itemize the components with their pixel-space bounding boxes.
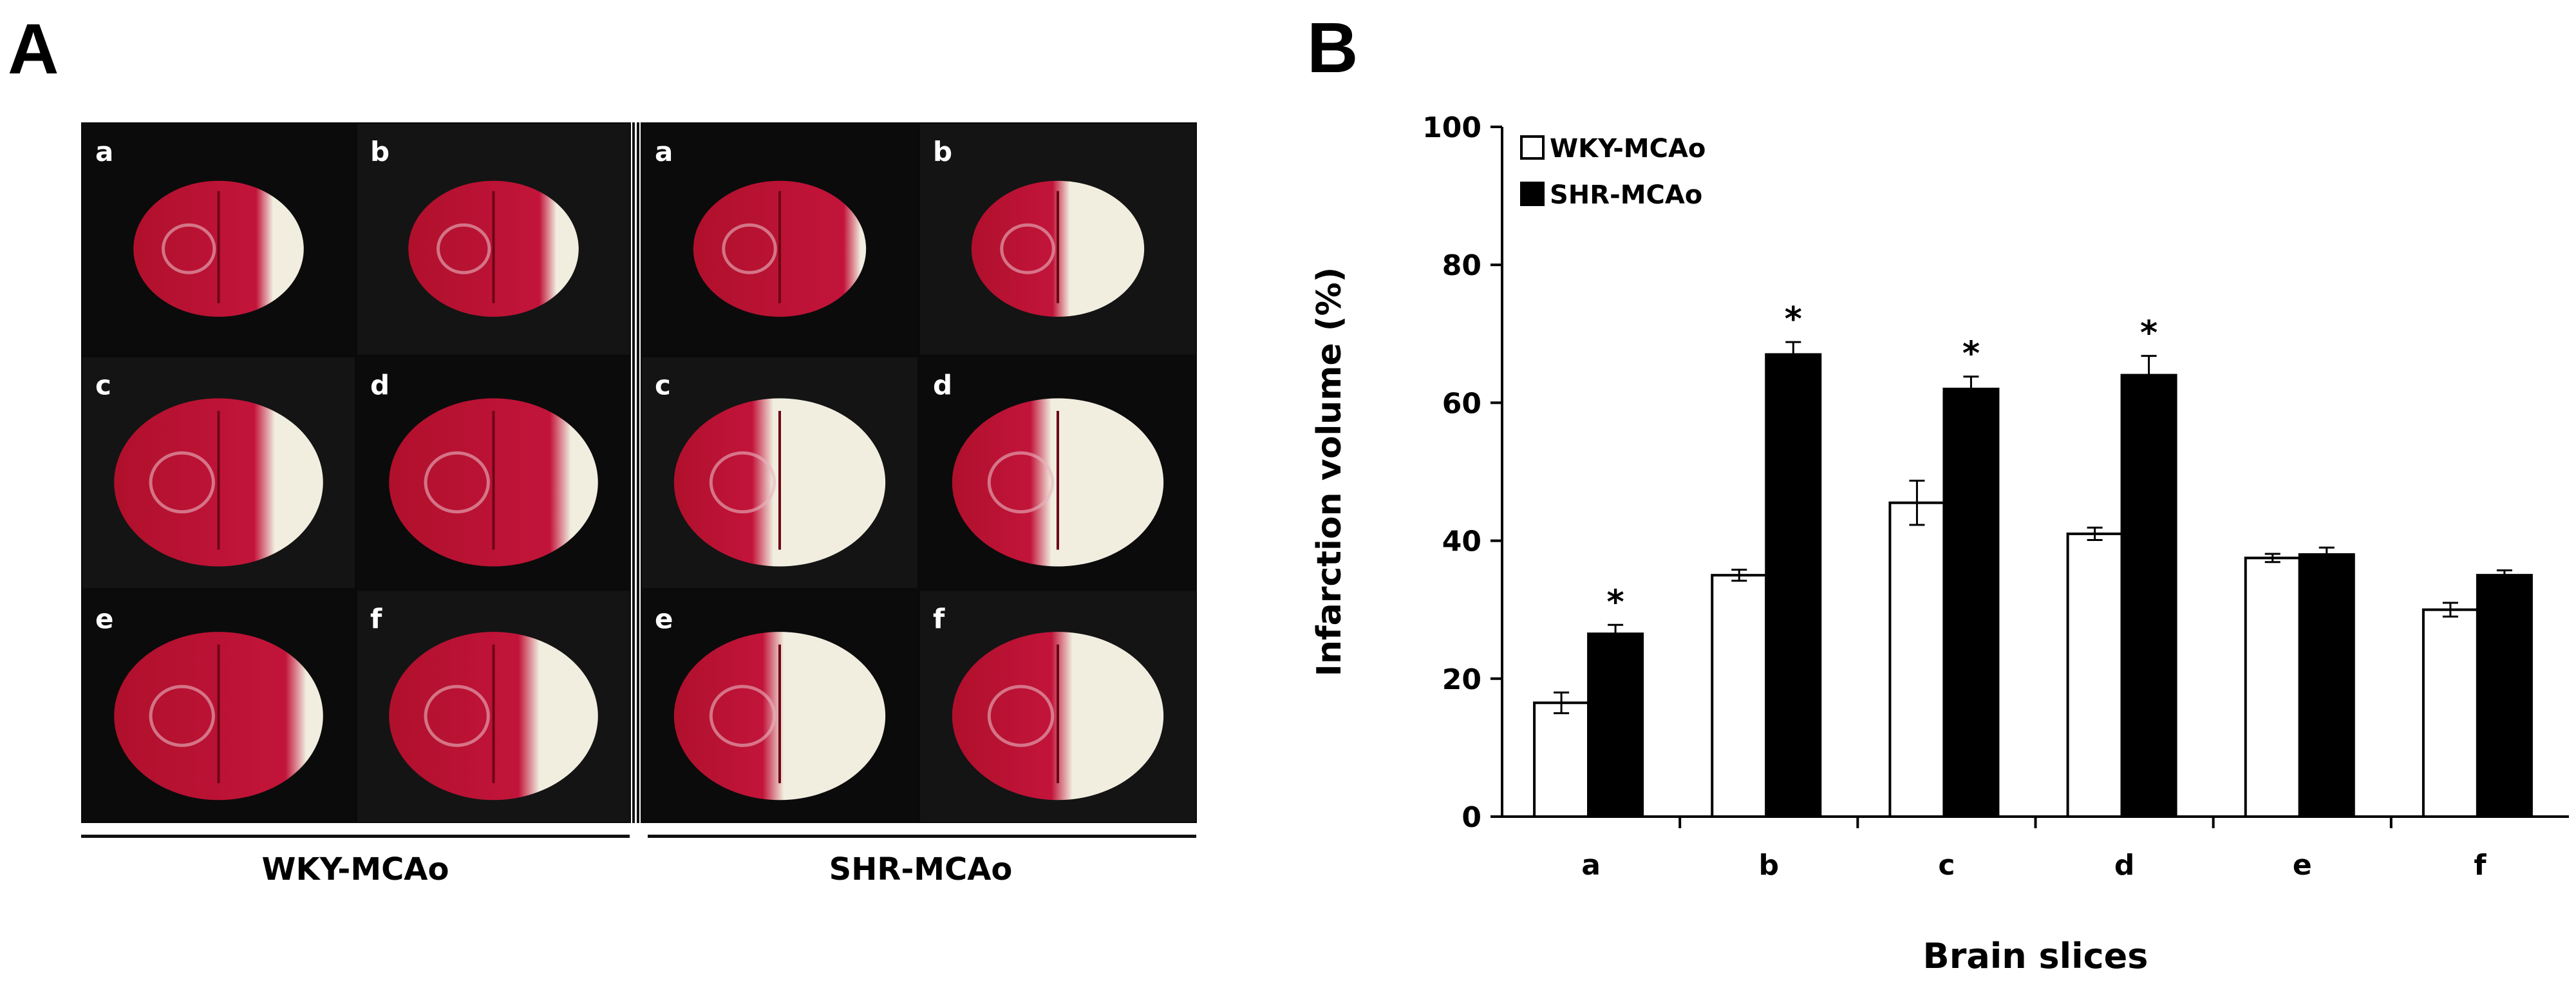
x-tick-label: b — [1759, 849, 1780, 882]
legend-swatch — [1520, 182, 1545, 206]
wky-group-label: WKY-MCAo — [261, 851, 449, 887]
wky-group-underline — [81, 835, 630, 838]
brain-inner-structure — [987, 685, 1055, 747]
brain-slice-photo-d: d — [920, 357, 1196, 589]
brain-inner-structure — [709, 451, 776, 514]
slice-letter: e — [95, 603, 114, 634]
bar-wky-b — [1711, 574, 1768, 819]
bar-wky-e — [2244, 556, 2301, 818]
y-tick-label: 60 — [1442, 387, 1481, 420]
x-tick-label: a — [1581, 849, 1601, 882]
shr-photo-panel: a b c d e f — [641, 122, 1197, 823]
bar-shr-b — [1765, 353, 1822, 818]
slice-letter: b — [933, 136, 952, 167]
legend-swatch — [1520, 135, 1545, 160]
brain-inner-structure — [437, 223, 491, 274]
slice-letter: d — [933, 370, 952, 401]
slice-letter: e — [655, 603, 673, 634]
x-axis-title: Brain slices — [1923, 936, 2148, 976]
y-tick-label: 100 — [1422, 111, 1481, 144]
bar-shr-a — [1587, 632, 1644, 818]
slice-letter: c — [95, 370, 111, 401]
shr-brain-photos: a b c d e f — [642, 124, 1196, 822]
legend-item-wky: WKY-MCAo — [1520, 134, 1706, 164]
y-tick-label: 20 — [1442, 663, 1481, 696]
brain-slice-photo-a: a — [82, 124, 355, 355]
brain-slice-photo-f: f — [357, 591, 630, 822]
slice-letter: f — [370, 603, 382, 634]
x-tick-label: d — [2114, 849, 2135, 882]
panel-divider — [632, 122, 639, 823]
slice-letter: f — [933, 603, 945, 634]
bar-wky-f — [2421, 608, 2479, 818]
brain-slice-photo-b: b — [920, 124, 1196, 355]
bar-shr-f — [2476, 574, 2533, 819]
bar-shr-e — [2298, 553, 2355, 819]
brain-inner-structure — [162, 223, 216, 274]
shr-group-underline — [648, 835, 1196, 838]
x-tick-label: f — [2474, 849, 2487, 882]
brain-inner-structure — [709, 685, 776, 747]
significance-marker: * — [1606, 583, 1624, 621]
slice-letter: a — [655, 136, 673, 167]
legend-label: SHR-MCAo — [1550, 180, 1702, 210]
brain-slice-photo-f: f — [920, 591, 1196, 822]
panel-b-label: B — [1307, 8, 1359, 88]
bar-shr-c — [1942, 387, 2000, 818]
slice-letter: d — [370, 370, 390, 401]
brain-inner-structure — [424, 451, 490, 514]
brain-inner-structure — [987, 451, 1055, 514]
y-tick-label: 80 — [1442, 249, 1481, 282]
slice-letter: b — [370, 136, 390, 167]
brain-slice-photo-b: b — [357, 124, 630, 355]
slice-letter: a — [95, 136, 113, 167]
legend-label: WKY-MCAo — [1550, 134, 1706, 164]
brain-slice-photo-e: e — [642, 591, 917, 822]
significance-marker: * — [2140, 314, 2158, 353]
brain-slice-photo-e: e — [82, 591, 355, 822]
brain-inner-structure — [149, 685, 215, 747]
bar-wky-a — [1533, 701, 1590, 819]
brain-slice-photo-c: c — [642, 357, 917, 589]
bar-shr-d — [2120, 374, 2177, 818]
brain-slice-photo-a: a — [642, 124, 917, 355]
brain-inner-structure — [1000, 223, 1055, 274]
y-tick-label: 40 — [1442, 526, 1481, 558]
brain-slice-photo-c: c — [82, 357, 355, 589]
y-axis-title: Infarction volume (%) — [1310, 267, 1349, 677]
shr-group-label: SHR-MCAo — [829, 851, 1013, 887]
panel-a-label: A — [8, 10, 59, 89]
brain-inner-structure — [424, 685, 490, 747]
brain-slice-photo-d: d — [357, 357, 630, 589]
bar-wky-d — [2066, 532, 2123, 818]
bar-wky-c — [1888, 501, 1946, 818]
wky-photo-panel: a b c d e f — [81, 122, 631, 823]
brain-inner-structure — [149, 451, 215, 514]
significance-marker: * — [1962, 335, 1980, 374]
significance-marker: * — [1785, 300, 1802, 339]
x-tick-label: e — [2293, 849, 2312, 882]
wky-brain-photos: a b c d e f — [82, 124, 630, 822]
x-tick-label: c — [1938, 849, 1955, 882]
slice-letter: c — [655, 370, 671, 401]
y-tick-label: 0 — [1462, 801, 1481, 834]
legend-item-shr: SHR-MCAo — [1520, 180, 1702, 210]
brain-inner-structure — [722, 223, 777, 274]
